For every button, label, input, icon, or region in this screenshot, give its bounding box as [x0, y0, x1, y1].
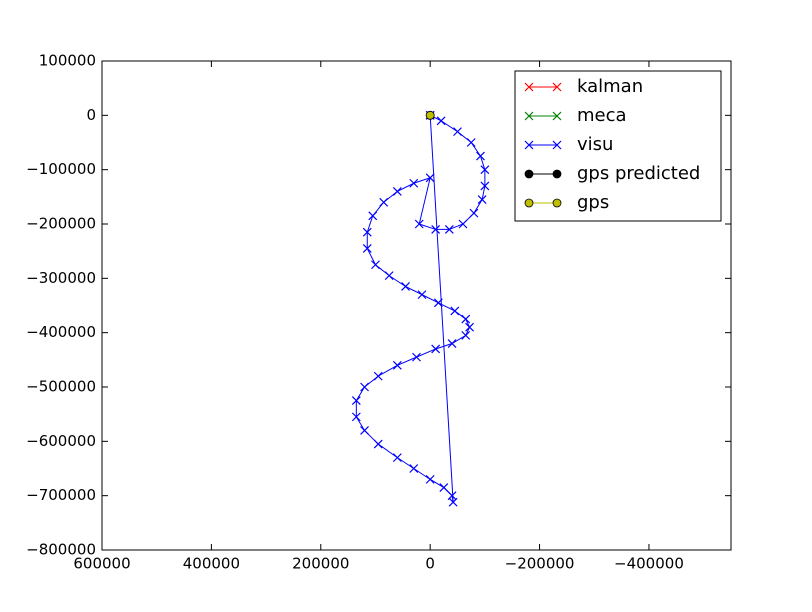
data-point: [447, 339, 457, 348]
data-point: [461, 314, 471, 324]
data-point: [362, 227, 372, 237]
y-tick-label: −100000: [26, 160, 96, 178]
data-point: [362, 244, 372, 253]
data-point: [360, 426, 369, 435]
data-point: [480, 181, 490, 191]
data-point: [469, 208, 479, 218]
data-point: [431, 225, 441, 234]
legend-marker: [552, 82, 562, 92]
data-point: [384, 271, 394, 281]
data-point: [431, 344, 441, 354]
y-tick-label: 0: [86, 106, 96, 124]
legend: kalman meca visu gps predicted gps: [514, 70, 722, 222]
legend-marker: [552, 169, 562, 179]
legend-label: gps predicted: [577, 163, 700, 184]
data-point: [351, 412, 361, 422]
data-point: [425, 474, 435, 484]
data-point: [379, 197, 389, 207]
series-line: [355, 114, 486, 503]
y-tick-label: −500000: [26, 378, 96, 396]
data-point: [476, 151, 485, 161]
data-point: [392, 360, 402, 370]
x-tick-label: −200000: [505, 555, 575, 573]
y-tick-label: −700000: [26, 486, 96, 504]
data-point: [360, 382, 369, 392]
data-point: [466, 138, 476, 147]
y-tick-label: −600000: [26, 432, 96, 450]
legend-marker: [524, 82, 534, 92]
data-point: [412, 352, 421, 362]
legend-box: [514, 70, 722, 222]
y-tick-label: −300000: [26, 269, 96, 287]
legend-label: gps: [577, 192, 609, 213]
x-tick-label: 600000: [73, 555, 130, 573]
data-point: [401, 282, 410, 291]
data-point: [351, 396, 361, 406]
legend-marker: [552, 140, 562, 150]
data-point: [436, 116, 446, 126]
data-point: [477, 195, 487, 204]
data-point: [368, 211, 378, 221]
legend-label: meca: [577, 105, 627, 126]
data-point: [409, 178, 419, 188]
legend-marker: [524, 169, 534, 179]
y-tick-label: −800000: [26, 541, 96, 559]
data-point: [409, 464, 419, 473]
y-tick-label: −200000: [26, 215, 96, 233]
data-point: [373, 371, 383, 381]
legend-marker: [524, 140, 534, 150]
data-point: [461, 330, 471, 340]
plot-frame: [101, 60, 732, 551]
data-point: [450, 306, 460, 316]
data-point: [425, 110, 435, 120]
x-tick-label: 400000: [183, 555, 240, 573]
y-tick-label: −400000: [26, 323, 96, 341]
data-point: [458, 219, 468, 229]
data-point: [417, 290, 427, 300]
data-point: [392, 453, 402, 463]
legend-label: visu: [577, 134, 613, 155]
data-point: [392, 186, 402, 196]
data-point: [480, 165, 490, 175]
data-point: [439, 483, 449, 492]
x-tick-label: 200000: [292, 555, 349, 573]
data-point: [425, 173, 435, 183]
data-point: [371, 260, 380, 270]
data-point: [433, 298, 443, 308]
data-point: [453, 127, 462, 137]
legend-marker: [524, 198, 534, 208]
legend-marker: [524, 111, 534, 121]
data-point: [448, 497, 458, 507]
data-point: [465, 322, 474, 332]
data-point: [444, 225, 454, 234]
legend-marker: [552, 198, 562, 208]
x-tick-label: 0: [425, 555, 435, 573]
data-point: [373, 439, 383, 449]
data-point: [414, 219, 424, 229]
legend-marker: [552, 111, 562, 121]
x-tick-label: −400000: [614, 555, 684, 573]
legend-label: kalman: [577, 76, 643, 97]
y-tick-label: 100000: [39, 52, 96, 70]
